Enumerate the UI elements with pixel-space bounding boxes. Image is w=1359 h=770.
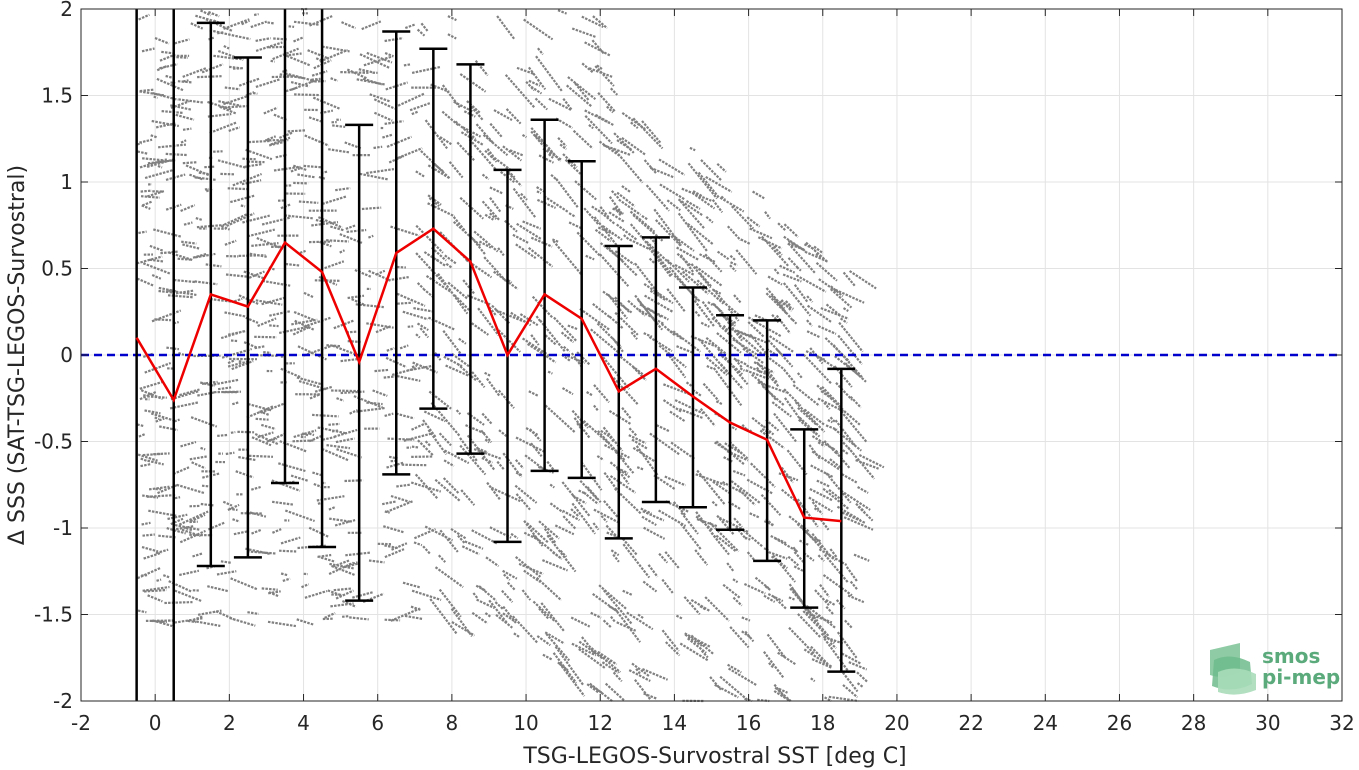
x-tick-label: 30 xyxy=(1255,711,1280,735)
logo-text-smos: smos xyxy=(1262,644,1320,668)
x-tick-label: 24 xyxy=(1033,711,1058,735)
x-tick-label: 32 xyxy=(1329,711,1354,735)
x-tick-label: 12 xyxy=(588,711,613,735)
error-bar xyxy=(308,9,337,549)
y-tick-label: 0.5 xyxy=(41,257,73,281)
x-tick-label: 16 xyxy=(736,711,761,735)
error-bar xyxy=(270,9,299,485)
scatter-points xyxy=(136,7,885,703)
x-tick-label: 28 xyxy=(1181,711,1206,735)
error-bar xyxy=(456,63,485,455)
x-tick-label: 14 xyxy=(662,711,687,735)
y-tick-label: 1.5 xyxy=(41,84,73,108)
logo-text-pi-mep: pi-mep xyxy=(1262,665,1340,689)
x-tick-label: -2 xyxy=(71,711,91,735)
mean-series-line xyxy=(135,227,842,523)
y-tick-label: -2 xyxy=(53,689,73,713)
y-tick-label: 1 xyxy=(60,170,73,194)
x-tick-label: 6 xyxy=(371,711,384,735)
x-tick-label: 18 xyxy=(810,711,835,735)
y-tick-labels: -2 -1.5 -1 -0.5 0 0.5 1 1.5 2 xyxy=(34,0,73,713)
smos-pi-mep-logo: smos pi-mep xyxy=(1210,643,1340,695)
x-tick-label: 2 xyxy=(223,711,236,735)
x-tick-label: 26 xyxy=(1107,711,1132,735)
x-tick-labels: -2 0 2 4 6 8 10 12 14 16 18 20 22 24 26 28 30 32 xyxy=(71,711,1355,735)
x-tick-label: 4 xyxy=(297,711,310,735)
scatter-streaks xyxy=(136,7,885,703)
x-tick-label: 10 xyxy=(513,711,538,735)
x-tick-label: 0 xyxy=(149,711,162,735)
logo-waves-icon xyxy=(1210,643,1256,695)
y-tick-label: -1.5 xyxy=(34,603,73,627)
x-tick-label: 20 xyxy=(884,711,909,735)
y-tick-label: -0.5 xyxy=(34,430,73,454)
y-axis-label: Δ SSS (SAT-TSG-LEGOS-Survostral) xyxy=(5,165,30,545)
y-tick-label: 0 xyxy=(60,343,73,367)
x-tick-label: 22 xyxy=(958,711,983,735)
axes-frame xyxy=(80,8,1343,702)
axes-box xyxy=(80,8,1343,702)
x-tick-label: 8 xyxy=(446,711,459,735)
y-tick-label: -1 xyxy=(53,516,73,540)
x-axis-label: TSG-LEGOS-Survostral SST [deg C] xyxy=(522,744,906,769)
mean-line xyxy=(135,227,842,523)
y-tick-label: 2 xyxy=(60,0,73,21)
